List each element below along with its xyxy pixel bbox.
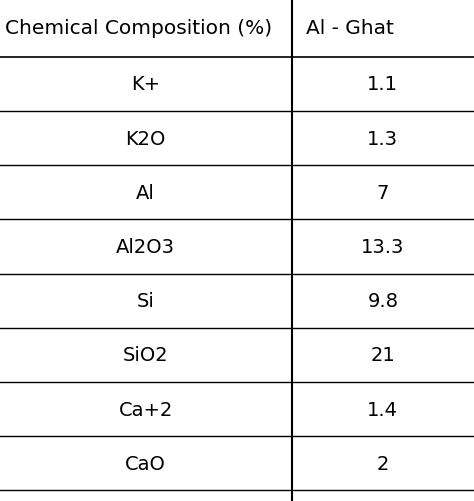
Text: 7: 7 <box>376 183 389 202</box>
Text: Chemical Composition (%): Chemical Composition (%) <box>5 20 272 38</box>
Text: Al - Ghat: Al - Ghat <box>306 20 393 38</box>
Text: Al: Al <box>137 183 155 202</box>
Text: 1.1: 1.1 <box>367 75 398 94</box>
Text: Ca+2: Ca+2 <box>118 400 173 419</box>
Text: SiO2: SiO2 <box>123 346 169 365</box>
Text: Al2O3: Al2O3 <box>116 237 175 257</box>
Text: 21: 21 <box>370 346 395 365</box>
Text: 1.4: 1.4 <box>367 400 398 419</box>
Text: 2: 2 <box>376 454 389 473</box>
Text: K2O: K2O <box>126 129 166 148</box>
Text: Si: Si <box>137 292 155 311</box>
Text: 9.8: 9.8 <box>367 292 398 311</box>
Text: 1.3: 1.3 <box>367 129 398 148</box>
Text: 13.3: 13.3 <box>361 237 404 257</box>
Text: K+: K+ <box>131 75 160 94</box>
Text: CaO: CaO <box>125 454 166 473</box>
